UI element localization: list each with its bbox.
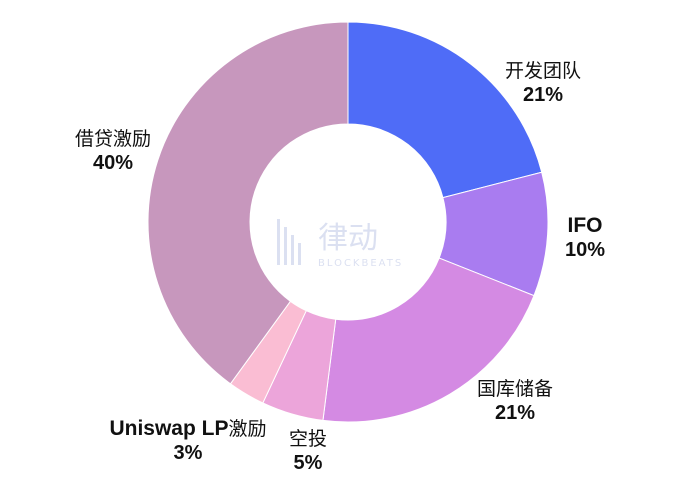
slice-name: 空投 — [288, 428, 327, 450]
slice-name: IFO — [567, 214, 603, 237]
slice-name: Uniswap LP激励 — [88, 416, 288, 441]
slice-label-uniswap-lp: Uniswap LP激励 3% — [88, 416, 288, 465]
slice-label-treasury: 国库储备 21% — [460, 378, 570, 425]
watermark-text: 律动 — [318, 221, 378, 256]
slice-percent: 40% — [92, 151, 134, 174]
donut-slice — [322, 257, 535, 423]
watermark-subtext: BLOCKBEATS — [318, 258, 403, 269]
slice-name: 国库储备 — [476, 378, 553, 400]
slice-name: 开发团队 — [504, 60, 581, 82]
slice-percent: 10% — [564, 239, 606, 262]
slice-label-ifo: IFO 10% — [540, 213, 630, 262]
slice-percent: 21% — [494, 401, 536, 424]
slice-percent: 5% — [293, 451, 323, 474]
slice-label-airdrop: 空投 5% — [276, 428, 340, 475]
slice-label-dev-team: 开发团队 21% — [488, 60, 598, 107]
slice-name-latin: Uniswap LP — [109, 417, 229, 440]
slice-percent: 21% — [522, 83, 564, 106]
slice-label-lending: 借贷激励 40% — [58, 128, 168, 175]
slice-percent: 3% — [173, 442, 203, 465]
slice-name-cjk: 激励 — [228, 418, 267, 440]
watermark: 律动 BLOCKBEATS — [277, 219, 403, 269]
donut-slice — [347, 21, 543, 199]
slice-name: 借贷激励 — [74, 128, 151, 150]
donut-slice — [147, 21, 349, 385]
